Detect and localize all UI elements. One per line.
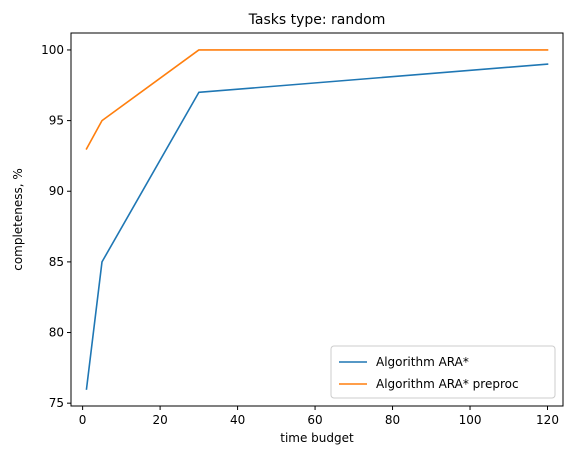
legend-label: Algorithm ARA* xyxy=(376,355,469,369)
y-axis: 75 80 85 90 95 100 xyxy=(41,43,71,410)
x-tick-label: 120 xyxy=(536,413,559,427)
y-tick-label: 95 xyxy=(49,114,64,128)
x-tick-label: 60 xyxy=(307,413,322,427)
y-tick-label: 85 xyxy=(49,255,64,269)
y-tick-label: 100 xyxy=(41,43,64,57)
x-axis-label: time budget xyxy=(280,431,354,445)
legend: Algorithm ARA* Algorithm ARA* preproc xyxy=(330,345,556,399)
series-line-2 xyxy=(85,49,549,150)
y-tick-label: 90 xyxy=(49,184,64,198)
x-axis: 0 20 40 60 80 100 120 xyxy=(79,406,559,427)
x-tick-label: 20 xyxy=(152,413,167,427)
axes-frame xyxy=(70,32,564,407)
y-axis-label: completeness, % xyxy=(11,168,25,271)
series-layer xyxy=(85,49,549,390)
series-line-1 xyxy=(85,63,549,390)
x-tick-label: 80 xyxy=(385,413,400,427)
legend-label: Algorithm ARA* preproc xyxy=(376,377,519,391)
y-tick-label: 75 xyxy=(49,396,64,410)
x-tick-label: 40 xyxy=(230,413,245,427)
chart-title: Tasks type: random xyxy=(248,12,386,28)
legend-box xyxy=(330,345,556,399)
y-tick-label: 80 xyxy=(49,326,64,340)
x-tick-label: 0 xyxy=(79,413,87,427)
x-tick-label: 100 xyxy=(459,413,482,427)
